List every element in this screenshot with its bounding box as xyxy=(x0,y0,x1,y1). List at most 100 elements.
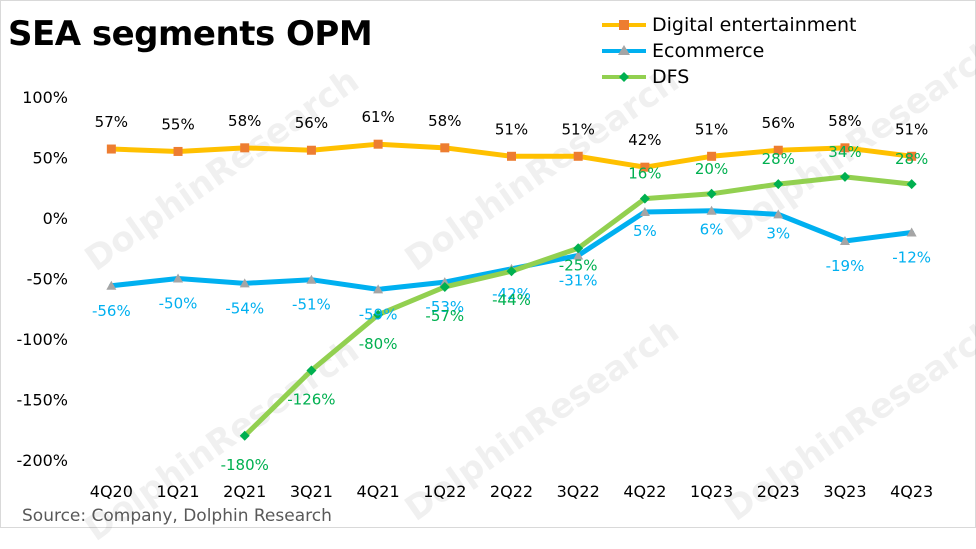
data-point xyxy=(706,188,717,199)
legend-swatch-ecommerce xyxy=(602,45,646,55)
data-label: 34% xyxy=(828,143,861,161)
data-point xyxy=(906,179,917,190)
data-point xyxy=(706,205,717,215)
y-tick-label: -50% xyxy=(27,270,68,289)
data-label: 56% xyxy=(295,114,328,132)
data-label: 58% xyxy=(428,112,461,130)
data-label: 6% xyxy=(700,221,724,239)
data-label: -42% xyxy=(492,285,531,303)
data-point xyxy=(239,430,250,441)
data-label: 3% xyxy=(766,224,790,242)
data-point xyxy=(507,151,516,161)
data-label: -12% xyxy=(892,249,931,267)
data-point xyxy=(573,151,583,161)
data-point xyxy=(640,162,650,172)
data-point xyxy=(240,143,250,153)
data-point xyxy=(173,146,183,156)
x-tick-label: 2Q22 xyxy=(490,482,533,501)
data-label: 57% xyxy=(95,113,128,131)
x-tick-label: 3Q21 xyxy=(290,482,333,501)
x-tick-label: 4Q21 xyxy=(357,482,400,501)
legend-item-digital-entertainment: Digital entertainment xyxy=(600,12,856,38)
data-label: 51% xyxy=(562,120,595,138)
data-label: -59% xyxy=(359,305,398,323)
data-point xyxy=(639,193,650,204)
data-point xyxy=(573,243,584,254)
data-point xyxy=(173,273,184,283)
data-label: 5% xyxy=(633,222,657,240)
data-label: -180% xyxy=(221,456,269,474)
data-label: -53% xyxy=(425,298,464,316)
x-tick-label: 4Q23 xyxy=(890,482,933,501)
legend-label: Digital entertainment xyxy=(652,14,857,36)
legend-label: DFS xyxy=(652,66,690,88)
x-tick-label: 3Q22 xyxy=(557,482,600,501)
data-point xyxy=(306,145,316,155)
data-point xyxy=(239,278,250,288)
data-label: -44% xyxy=(492,291,531,309)
data-label: 61% xyxy=(361,108,394,126)
data-point xyxy=(373,139,383,149)
data-point xyxy=(773,209,784,219)
data-point xyxy=(373,309,384,320)
data-label: -25% xyxy=(559,256,598,274)
data-point xyxy=(439,281,450,292)
data-point xyxy=(106,280,117,290)
data-label: 51% xyxy=(895,120,928,138)
data-label: 42% xyxy=(628,131,661,149)
x-tick-label: 4Q22 xyxy=(623,482,666,501)
data-label: -51% xyxy=(292,296,331,314)
data-point xyxy=(839,235,850,245)
data-label: 20% xyxy=(695,160,728,178)
axes: 100% 50% 0% -50% -100% -150% -200% 4Q20 1Q21 2Q21… xyxy=(16,88,933,501)
data-point xyxy=(773,179,784,190)
data-point xyxy=(306,365,317,376)
legend-item-dfs: DFS xyxy=(600,64,856,90)
data-label: -80% xyxy=(359,335,398,353)
data-label: 16% xyxy=(628,165,661,183)
x-tick-label: 1Q23 xyxy=(690,482,733,501)
data-labels: 57% 55% 58% 56% 61% 58% 51% 51% 42% 51% 56% 58% 51% -… xyxy=(92,108,931,474)
data-label: 28% xyxy=(762,150,795,168)
x-tick-label: 2Q21 xyxy=(223,482,266,501)
legend: Digital entertainment Ecommerce DFS xyxy=(600,12,856,90)
data-label: 58% xyxy=(228,112,261,130)
legend-swatch-dfs xyxy=(602,72,646,82)
data-label: 55% xyxy=(161,115,194,133)
data-label: 51% xyxy=(695,120,728,138)
data-point xyxy=(573,250,584,260)
y-tick-label: 50% xyxy=(32,149,68,168)
series-line-ecommerce xyxy=(108,208,915,292)
y-tick-label: 0% xyxy=(43,209,68,228)
data-label: -126% xyxy=(287,390,335,408)
data-label: -54% xyxy=(225,299,264,317)
data-point xyxy=(106,144,116,154)
line-chart: 100% 50% 0% -50% -100% -150% -200% 4Q20 1Q21 2Q21… xyxy=(16,88,933,501)
y-tick-label: -200% xyxy=(16,451,68,470)
data-label: 58% xyxy=(828,112,861,130)
data-label: -56% xyxy=(92,302,131,320)
chart-title: SEA segments OPM xyxy=(8,14,373,54)
y-tick-label: -150% xyxy=(16,391,68,410)
data-label: 56% xyxy=(762,114,795,132)
data-point xyxy=(373,284,384,294)
y-tick-label: -100% xyxy=(16,330,68,349)
legend-swatch-digital-entertainment xyxy=(602,20,646,30)
data-label: 28% xyxy=(895,150,928,168)
data-label: -31% xyxy=(559,272,598,290)
data-label: -57% xyxy=(425,307,464,325)
series-line-dfs xyxy=(242,174,915,439)
legend-item-ecommerce: Ecommerce xyxy=(600,38,856,64)
data-point xyxy=(906,227,917,237)
x-tick-label: 1Q22 xyxy=(423,482,466,501)
data-point xyxy=(707,151,717,161)
data-point xyxy=(639,206,650,216)
data-label: -50% xyxy=(159,295,198,313)
data-point xyxy=(840,143,850,153)
data-label: 51% xyxy=(495,120,528,138)
series-group xyxy=(106,139,917,441)
x-tick-label: 1Q21 xyxy=(156,482,199,501)
data-point xyxy=(839,171,850,182)
data-point xyxy=(440,143,450,153)
data-point xyxy=(306,274,317,284)
